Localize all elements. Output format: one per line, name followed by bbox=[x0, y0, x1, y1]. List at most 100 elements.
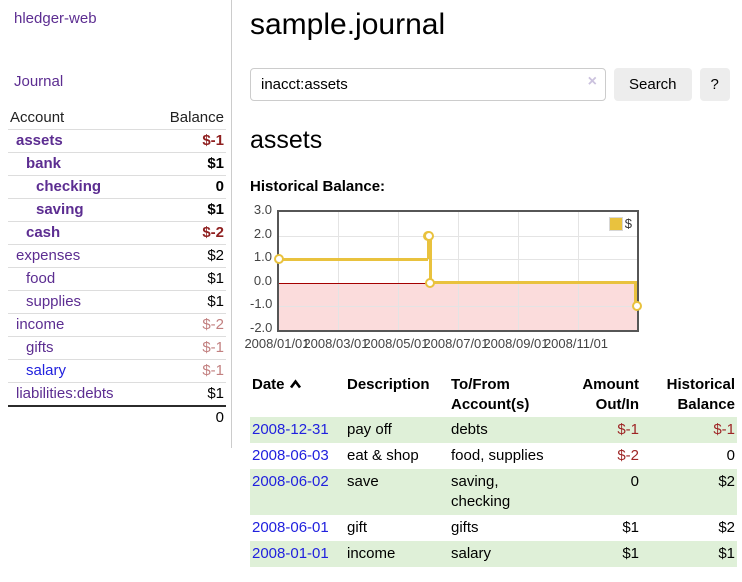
gridline-vertical bbox=[338, 212, 339, 330]
account-row: salary $-1 bbox=[8, 359, 226, 383]
account-link-saving[interactable]: saving bbox=[36, 201, 84, 218]
transaction-balance: $1 bbox=[718, 545, 735, 562]
chart-line-segment bbox=[634, 282, 637, 307]
x-axis-tick-label: 2008/09/01 bbox=[483, 336, 549, 351]
y-axis-tick-label: 3.0 bbox=[253, 202, 272, 217]
transaction-balance: $-1 bbox=[713, 421, 735, 438]
brand-link[interactable]: hledger-web bbox=[14, 10, 97, 27]
gridline-horizontal bbox=[279, 236, 637, 237]
transaction-balance: $2 bbox=[718, 519, 735, 536]
transaction-date-link[interactable]: 2008-06-01 bbox=[252, 519, 329, 536]
register-header-balance: Historical Balance bbox=[666, 376, 735, 413]
transaction-description: income bbox=[347, 545, 396, 562]
transaction-date-cell: 2008-12-31 bbox=[250, 417, 345, 443]
account-balance: $1 bbox=[149, 198, 226, 222]
transaction-row: 2008-06-01 gift gifts $1 $2 bbox=[250, 515, 737, 541]
account-row: income $-2 bbox=[8, 313, 226, 337]
account-link-expenses[interactable]: expenses bbox=[16, 247, 81, 264]
x-axis-tick-label: 2008/11/01 bbox=[543, 336, 609, 351]
x-axis-tick-label: 2008/01/01 bbox=[244, 336, 310, 351]
account-row: assets $-1 bbox=[8, 129, 226, 153]
account-link-food[interactable]: food bbox=[26, 270, 56, 287]
gridline-vertical bbox=[458, 212, 459, 330]
search-button[interactable]: Search bbox=[614, 68, 692, 101]
account-heading: assets bbox=[250, 126, 323, 154]
y-axis-tick-label: 1.0 bbox=[253, 249, 272, 264]
account-link-salary[interactable]: salary bbox=[26, 362, 67, 379]
data-point-marker bbox=[274, 254, 284, 265]
account-link-bank[interactable]: bank bbox=[26, 155, 62, 172]
accounts-total-spacer bbox=[8, 405, 150, 428]
transaction-date-link[interactable]: 2008-12-31 bbox=[252, 421, 329, 438]
account-balance: $2 bbox=[149, 244, 226, 268]
transaction-row: 2008-06-02 save saving, checking 0 $2 bbox=[250, 469, 737, 515]
account-link-checking[interactable]: checking bbox=[36, 178, 102, 195]
account-balance: $1 bbox=[149, 267, 226, 291]
data-point-marker bbox=[424, 230, 435, 241]
legend-series-label: $ bbox=[624, 216, 632, 231]
search-input[interactable] bbox=[250, 68, 606, 101]
transaction-amount: $1 bbox=[622, 519, 639, 536]
account-balance: $-1 bbox=[149, 359, 226, 383]
account-link-income[interactable]: income bbox=[16, 316, 65, 333]
account-balance: $-2 bbox=[149, 313, 226, 337]
register-header-description: Description bbox=[347, 376, 430, 393]
x-axis-tick-label: 2008/07/01 bbox=[423, 336, 489, 351]
transaction-accounts: saving, checking bbox=[451, 473, 511, 510]
register-header-amount: Amount Out/In bbox=[582, 376, 639, 413]
data-point-marker bbox=[425, 277, 436, 288]
transaction-date-link[interactable]: 2008-06-02 bbox=[252, 473, 329, 490]
account-link-assets[interactable]: assets bbox=[16, 132, 63, 149]
register-header-date-label: Date bbox=[252, 376, 285, 393]
transaction-amount: $-2 bbox=[617, 447, 639, 464]
search-form: × Search ? bbox=[250, 68, 737, 101]
gridline-vertical bbox=[578, 212, 579, 330]
transaction-date-link[interactable]: 2008-06-03 bbox=[252, 447, 329, 464]
search-input-wrap: × bbox=[250, 68, 606, 101]
transaction-description: save bbox=[347, 473, 379, 490]
help-button[interactable]: ? bbox=[699, 68, 730, 101]
x-axis-tick-label: 2008/03/01 bbox=[303, 336, 369, 351]
account-balance: $-1 bbox=[149, 129, 226, 153]
register-header-row: Date Description To/From Account(s) Amou… bbox=[250, 373, 737, 417]
transaction-description: pay off bbox=[347, 421, 392, 438]
chart-line-segment bbox=[430, 281, 637, 285]
balance-chart: $ 2008/01/01 2008/03/01 2008/05/01 2008/07/… bbox=[244, 202, 737, 357]
nav-journal-link[interactable]: Journal bbox=[14, 73, 64, 90]
data-point-marker bbox=[632, 301, 642, 312]
sidebar: hledger-web Journal Account Balance asse… bbox=[0, 0, 232, 448]
account-row: checking 0 bbox=[8, 175, 226, 199]
account-balance: $-1 bbox=[149, 336, 226, 360]
transaction-row: 2008-01-01 income salary $1 $1 bbox=[250, 541, 737, 567]
account-balance: 0 bbox=[149, 175, 226, 199]
sort-ascending-icon bbox=[289, 379, 301, 389]
register-header-date[interactable]: Date bbox=[250, 373, 345, 417]
clear-search-icon[interactable]: × bbox=[587, 73, 597, 90]
transaction-date-cell: 2008-06-01 bbox=[250, 515, 345, 541]
gridline-vertical bbox=[518, 212, 519, 330]
transaction-description: gift bbox=[347, 519, 368, 536]
account-balance: $1 bbox=[149, 152, 226, 176]
chart-title: Historical Balance: bbox=[250, 178, 386, 195]
transaction-accounts: debts bbox=[451, 421, 488, 438]
account-balance: $-2 bbox=[149, 221, 226, 245]
accounts-table: Account Balance assets $-1 bank $1 checking 0… bbox=[8, 106, 226, 428]
account-row: supplies $1 bbox=[8, 290, 226, 314]
account-link-cash[interactable]: cash bbox=[26, 224, 61, 241]
accounts-header-row: Account Balance bbox=[8, 106, 226, 130]
account-link-supplies[interactable]: supplies bbox=[26, 293, 82, 310]
accounts-header-balance: Balance bbox=[169, 109, 224, 126]
transaction-amount: $-1 bbox=[617, 421, 639, 438]
y-axis-tick-label: 2.0 bbox=[253, 226, 272, 241]
chart-line-segment bbox=[428, 235, 432, 283]
transaction-accounts: salary bbox=[451, 545, 492, 562]
account-link-gifts[interactable]: gifts bbox=[26, 339, 54, 356]
transaction-balance: 0 bbox=[726, 447, 735, 464]
transaction-date-cell: 2008-06-03 bbox=[250, 443, 345, 469]
transaction-date-cell: 2008-01-01 bbox=[250, 541, 345, 567]
gridline-vertical bbox=[398, 212, 399, 330]
account-balance: $1 bbox=[149, 382, 226, 406]
transaction-date-link[interactable]: 2008-01-01 bbox=[252, 545, 329, 562]
transaction-accounts: gifts bbox=[451, 519, 479, 536]
account-link-liabilities-debts[interactable]: liabilities:debts bbox=[16, 385, 114, 402]
